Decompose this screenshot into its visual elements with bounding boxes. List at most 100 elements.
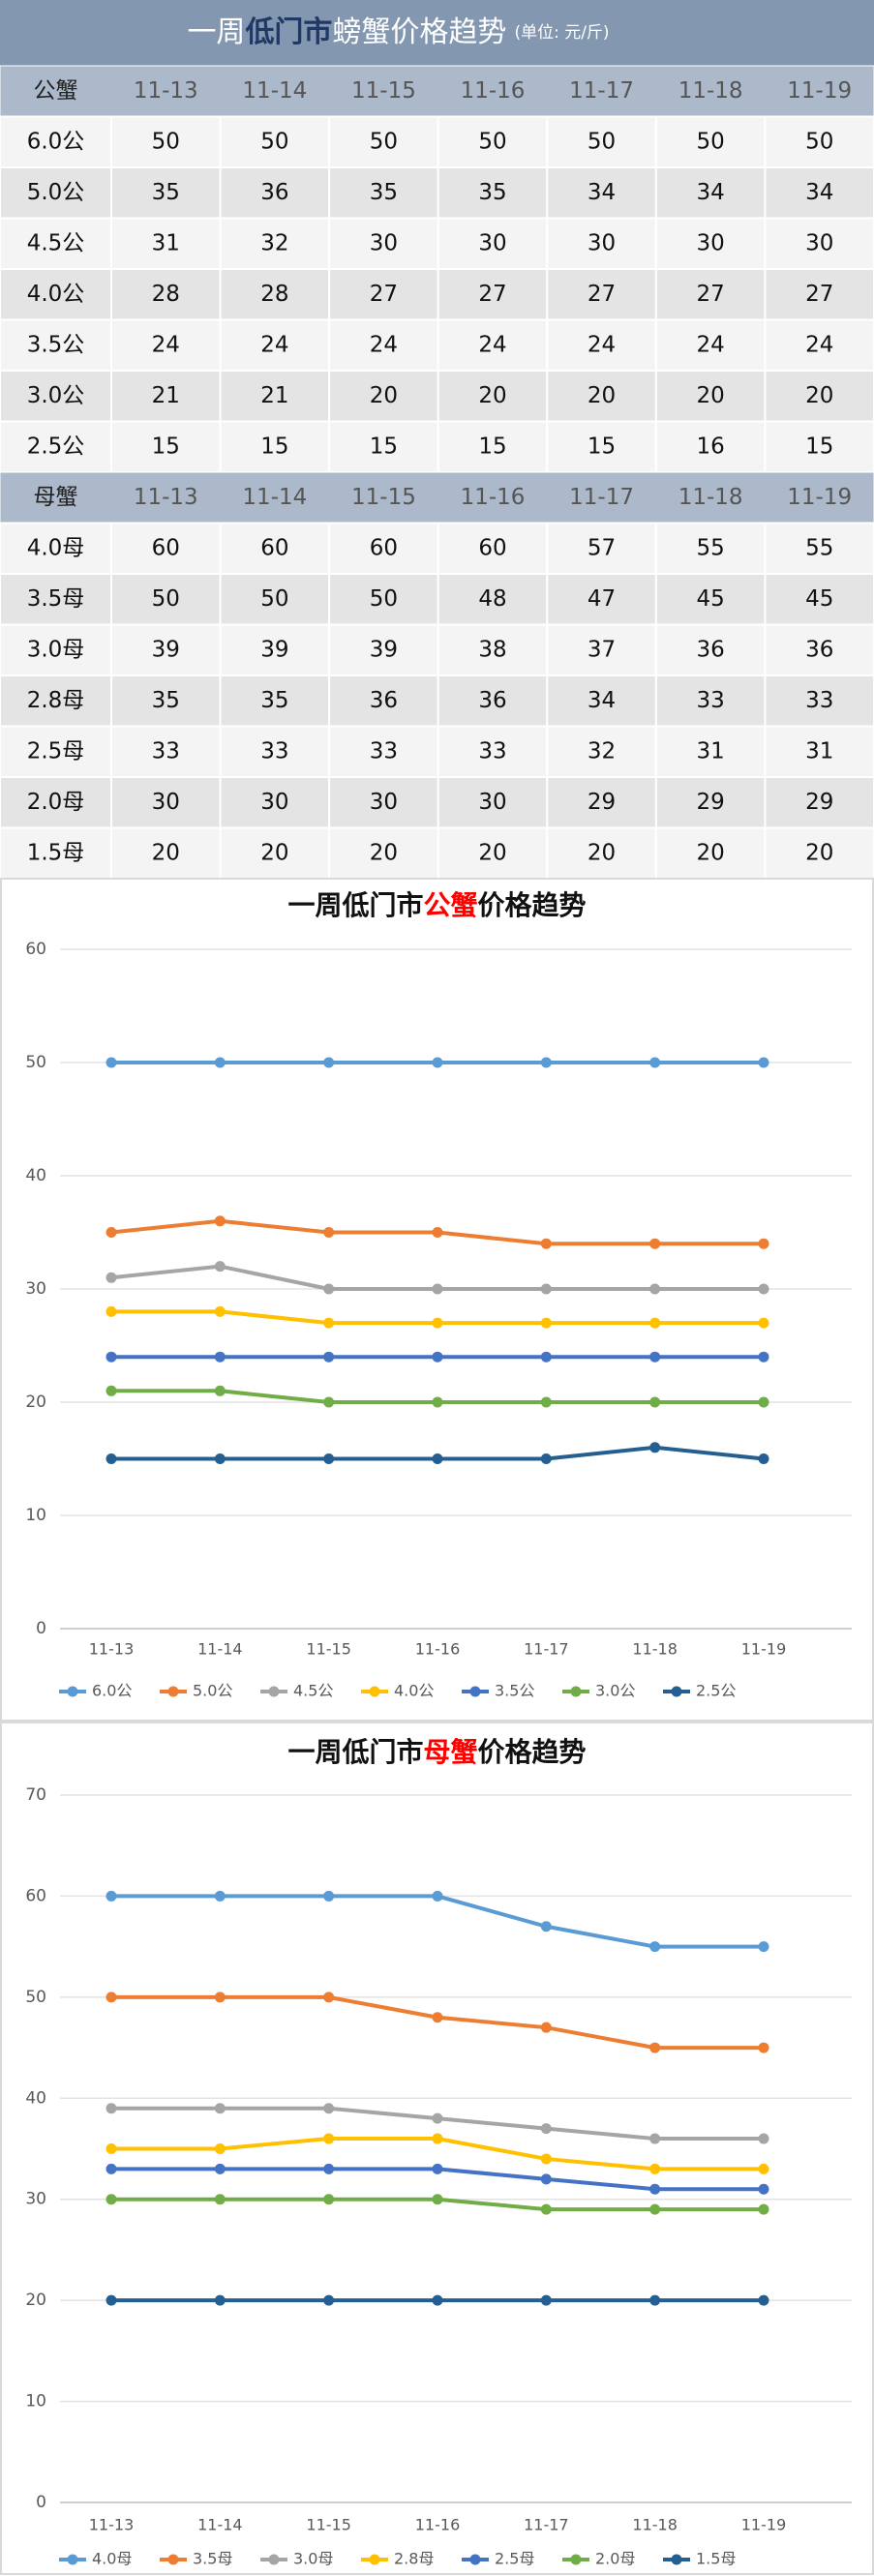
cell: 27 [588, 282, 616, 307]
x-tick-label: 11-19 [741, 1640, 787, 1659]
point [323, 1227, 335, 1238]
point [214, 2294, 226, 2306]
cell-bg [437, 522, 549, 575]
y-tick-label: 40 [25, 1166, 46, 1185]
cell: 35 [478, 180, 506, 205]
point [323, 2163, 335, 2174]
point [105, 1992, 117, 2003]
point [540, 2153, 552, 2165]
cell: 31 [152, 230, 180, 255]
point [649, 1283, 661, 1295]
cell: 50 [478, 129, 506, 154]
table-title: 一周低门市螃蟹价格趋势 (单位: 元/斤) [187, 15, 609, 49]
x-tick-label: 11-14 [197, 1640, 243, 1659]
cell: 30 [152, 790, 180, 815]
cell: 50 [370, 586, 398, 612]
cell-bg [546, 725, 657, 778]
point [540, 2173, 552, 2185]
cell-bg [219, 522, 331, 575]
cell: 33 [260, 738, 288, 764]
legend-marker [671, 1686, 682, 1697]
point [105, 2143, 117, 2154]
cell: 31 [697, 738, 725, 764]
row-label-bg [0, 217, 112, 270]
cell: 15 [260, 434, 288, 459]
x-tick-label: 11-17 [524, 1640, 569, 1659]
point [214, 2103, 226, 2114]
cell-bg [764, 166, 874, 220]
legend-marker [369, 2554, 380, 2565]
cell: 15 [588, 434, 616, 459]
point [323, 2103, 335, 2114]
column-header: 11-16 [461, 78, 526, 104]
point [758, 1057, 769, 1068]
point [758, 2203, 769, 2215]
cell: 36 [370, 688, 398, 713]
point [105, 1272, 117, 1283]
y-tick-label: 30 [25, 2190, 46, 2209]
cell-bg [328, 318, 439, 372]
cell: 20 [478, 383, 506, 408]
cell-bg [110, 725, 222, 778]
legend-label: 2.5公 [696, 1682, 736, 1700]
cell: 60 [152, 535, 180, 560]
x-tick-label: 11-13 [89, 1640, 135, 1659]
point [540, 1396, 552, 1408]
title-part: 公蟹 [423, 889, 477, 921]
point [105, 1057, 117, 1068]
legend-label: 2.5母 [495, 2550, 534, 2568]
y-tick-label: 50 [25, 1988, 46, 2007]
cell: 15 [478, 434, 506, 459]
point [323, 2294, 335, 2306]
point [214, 1215, 226, 1227]
cell: 20 [588, 840, 616, 865]
cell: 47 [588, 586, 616, 612]
point [105, 2194, 117, 2205]
point [649, 1941, 661, 1953]
cell: 30 [478, 790, 506, 815]
cell: 35 [152, 688, 180, 713]
point [758, 1238, 769, 1249]
cell-bg [654, 776, 767, 829]
cell: 30 [370, 230, 398, 255]
section-header-bg [0, 471, 874, 524]
cell: 20 [805, 840, 833, 865]
cell: 27 [805, 282, 833, 307]
row-label: 3.5公 [27, 332, 85, 357]
x-tick-label: 11-16 [415, 2516, 461, 2534]
chart-frame [0, 878, 874, 1722]
cell: 50 [805, 129, 833, 154]
cell: 50 [588, 129, 616, 154]
cell: 60 [370, 535, 398, 560]
point [540, 1057, 552, 1068]
cell: 20 [805, 383, 833, 408]
row-label: 2.8母 [27, 688, 85, 713]
point [105, 1351, 117, 1363]
cell: 27 [370, 282, 398, 307]
legend-label: 1.5母 [696, 2550, 736, 2568]
row-label: 4.0公 [27, 282, 85, 307]
row-label: 3.5母 [27, 586, 85, 612]
cell-bg [437, 217, 549, 270]
legend-marker [67, 1686, 78, 1697]
legend-marker [469, 2554, 481, 2565]
title-part: 一周低门市 [287, 1736, 423, 1768]
point [214, 1057, 226, 1068]
title-part: 一周低门市 [287, 889, 423, 921]
point [649, 2203, 661, 2215]
row-label: 2.5母 [27, 738, 85, 764]
legend-marker [268, 1686, 280, 1697]
point [214, 2194, 226, 2205]
cell-bg [219, 268, 331, 321]
point [214, 1385, 226, 1396]
point [649, 2042, 661, 2053]
legend-marker [167, 2554, 179, 2565]
cell-bg [764, 573, 874, 626]
point [432, 1317, 443, 1329]
point [758, 2133, 769, 2144]
point [758, 1941, 769, 1953]
row-label: 4.5公 [27, 230, 85, 255]
column-header: 11-18 [678, 485, 743, 510]
point [649, 1351, 661, 1363]
